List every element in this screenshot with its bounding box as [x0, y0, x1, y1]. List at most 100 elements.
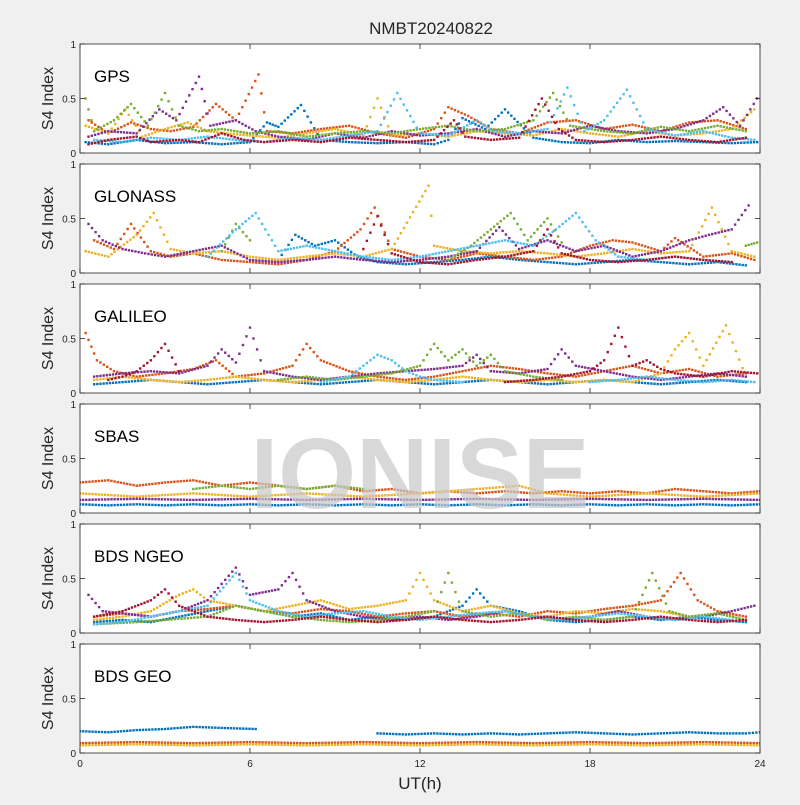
- data-point: [375, 257, 377, 259]
- data-point: [590, 262, 592, 264]
- data-point: [480, 137, 482, 139]
- data-point: [671, 134, 673, 136]
- data-point: [161, 494, 163, 496]
- data-point: [543, 368, 545, 370]
- data-point: [534, 126, 536, 128]
- data-point: [160, 98, 162, 100]
- data-point: [419, 259, 421, 261]
- data-point: [671, 488, 673, 490]
- data-point: [642, 503, 644, 505]
- data-point: [730, 498, 732, 500]
- data-point: [729, 139, 731, 141]
- data-point: [568, 134, 570, 136]
- data-point: [202, 116, 204, 118]
- data-point: [94, 252, 96, 254]
- data-point: [649, 503, 651, 505]
- data-point: [180, 252, 182, 254]
- data-point: [227, 485, 229, 487]
- data-point: [420, 140, 422, 142]
- data-point: [211, 483, 213, 485]
- data-point: [584, 122, 586, 124]
- data-point: [594, 129, 596, 131]
- data-point: [230, 259, 232, 261]
- data-point: [483, 378, 485, 380]
- data-point: [670, 240, 672, 242]
- data-point: [701, 225, 703, 227]
- data-point: [714, 232, 716, 234]
- data-point: [614, 335, 616, 337]
- data-point: [337, 247, 339, 249]
- data-point: [112, 619, 114, 621]
- data-point: [605, 241, 607, 243]
- data-point: [526, 258, 528, 260]
- data-point: [228, 355, 230, 357]
- data-point: [638, 379, 640, 381]
- data-point: [195, 480, 197, 482]
- data-point: [614, 494, 616, 496]
- data-point: [305, 375, 307, 377]
- data-point: [492, 130, 494, 132]
- data-point: [220, 143, 222, 145]
- data-point: [590, 372, 592, 374]
- data-point: [384, 260, 386, 262]
- data-point: [290, 132, 292, 134]
- data-point: [154, 504, 156, 506]
- data-point: [98, 480, 100, 482]
- data-point: [737, 498, 739, 500]
- data-point: [587, 254, 589, 256]
- data-point: [589, 381, 591, 383]
- data-point: [115, 619, 117, 621]
- data-point: [746, 493, 748, 495]
- data-point: [598, 133, 600, 135]
- data-point: [84, 250, 86, 252]
- data-point: [356, 376, 358, 378]
- data-point: [405, 141, 407, 143]
- data-point: [701, 371, 703, 373]
- data-point: [630, 504, 632, 506]
- y-tick-label: 0: [70, 509, 76, 520]
- data-point: [552, 92, 554, 94]
- data-point: [137, 380, 139, 382]
- data-point: [398, 263, 400, 265]
- data-point: [87, 339, 89, 341]
- data-point: [532, 119, 534, 121]
- data-point: [452, 372, 454, 374]
- data-point: [740, 119, 742, 121]
- data-point: [206, 610, 208, 612]
- data-point: [250, 374, 252, 376]
- data-point: [95, 504, 97, 506]
- data-point: [671, 494, 673, 496]
- data-point: [718, 498, 720, 500]
- data-point: [105, 241, 107, 243]
- panel-label: GALILEO: [94, 307, 167, 326]
- data-point: [110, 143, 112, 145]
- data-point: [331, 128, 333, 130]
- data-point: [372, 257, 374, 259]
- data-point: [302, 259, 304, 261]
- data-point: [438, 262, 440, 264]
- data-point: [397, 134, 399, 136]
- data-point: [125, 374, 127, 376]
- data-point: [315, 131, 317, 133]
- data-point: [647, 250, 649, 252]
- data-point: [217, 504, 219, 506]
- data-point: [696, 498, 698, 500]
- data-point: [653, 136, 655, 138]
- data-point: [633, 257, 635, 259]
- data-point: [631, 132, 633, 134]
- data-point: [601, 134, 603, 136]
- data-point: [249, 132, 251, 134]
- data-point: [587, 373, 589, 375]
- data-point: [469, 129, 471, 131]
- data-point: [655, 503, 657, 505]
- data-point: [741, 137, 743, 139]
- data-point: [672, 128, 674, 130]
- data-point: [126, 498, 128, 500]
- data-point: [463, 252, 465, 254]
- data-point: [158, 504, 160, 506]
- data-point: [309, 258, 311, 260]
- data-point: [399, 98, 401, 100]
- data-point: [477, 380, 479, 382]
- data-point: [636, 499, 638, 501]
- data-point: [265, 131, 267, 133]
